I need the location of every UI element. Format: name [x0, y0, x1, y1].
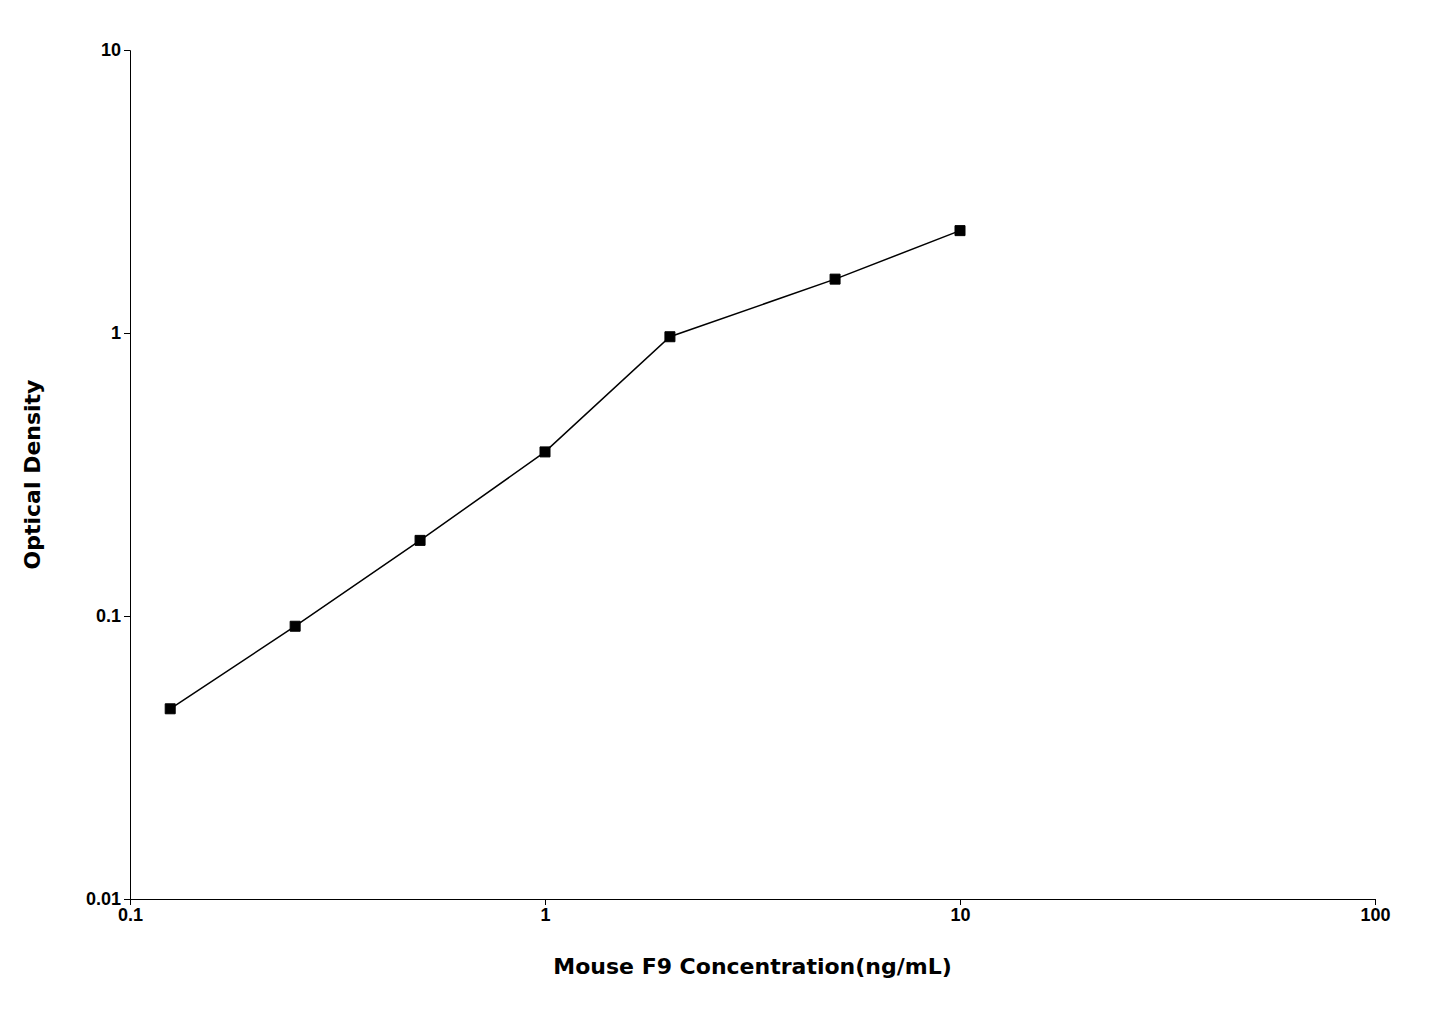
tick-mark — [124, 616, 130, 617]
tick-label: 0.1 — [118, 905, 143, 925]
axis-line — [124, 51, 131, 900]
plot-area: 0.11101000.010.1110Mouse F9 Concentratio… — [20, 40, 1391, 979]
tick-label: 10 — [950, 905, 970, 925]
tick-mark — [124, 333, 130, 334]
marker — [830, 274, 840, 284]
tick-label: 100 — [1360, 905, 1390, 925]
tick: 10 — [950, 899, 970, 925]
tick: 1 — [111, 323, 130, 343]
tick-label: 1 — [540, 905, 550, 925]
marker — [665, 332, 675, 342]
x-axis-title: Mouse F9 Concentration(ng/mL) — [553, 954, 951, 979]
tick-mark — [124, 50, 130, 51]
marker — [955, 226, 965, 236]
marker — [415, 535, 425, 545]
series — [165, 226, 965, 714]
tick: 0.1 — [96, 606, 130, 626]
tick-mark — [124, 899, 130, 900]
tick-label: 0.01 — [86, 889, 121, 909]
y-axis-title: Optical Density — [20, 380, 45, 570]
marker — [290, 621, 300, 631]
marker — [165, 704, 175, 714]
y-axis: 0.01 0.1 1 10 — [86, 40, 131, 909]
marker — [540, 447, 550, 457]
line — [170, 231, 960, 709]
tick: 1 — [540, 899, 550, 925]
axis-line — [131, 900, 1376, 906]
tick: 100 — [1360, 899, 1390, 925]
x-axis: 0.1 1 10 100 — [118, 899, 1391, 925]
tick: 0.01 — [86, 889, 130, 909]
chart: 0.11101000.010.1110Mouse F9 Concentratio… — [0, 0, 1445, 1009]
tick: 10 — [101, 40, 130, 60]
tick-label: 0.1 — [96, 606, 121, 626]
tick-label: 10 — [101, 40, 121, 60]
tick-label: 1 — [111, 323, 121, 343]
tick: 0.1 — [118, 899, 143, 925]
